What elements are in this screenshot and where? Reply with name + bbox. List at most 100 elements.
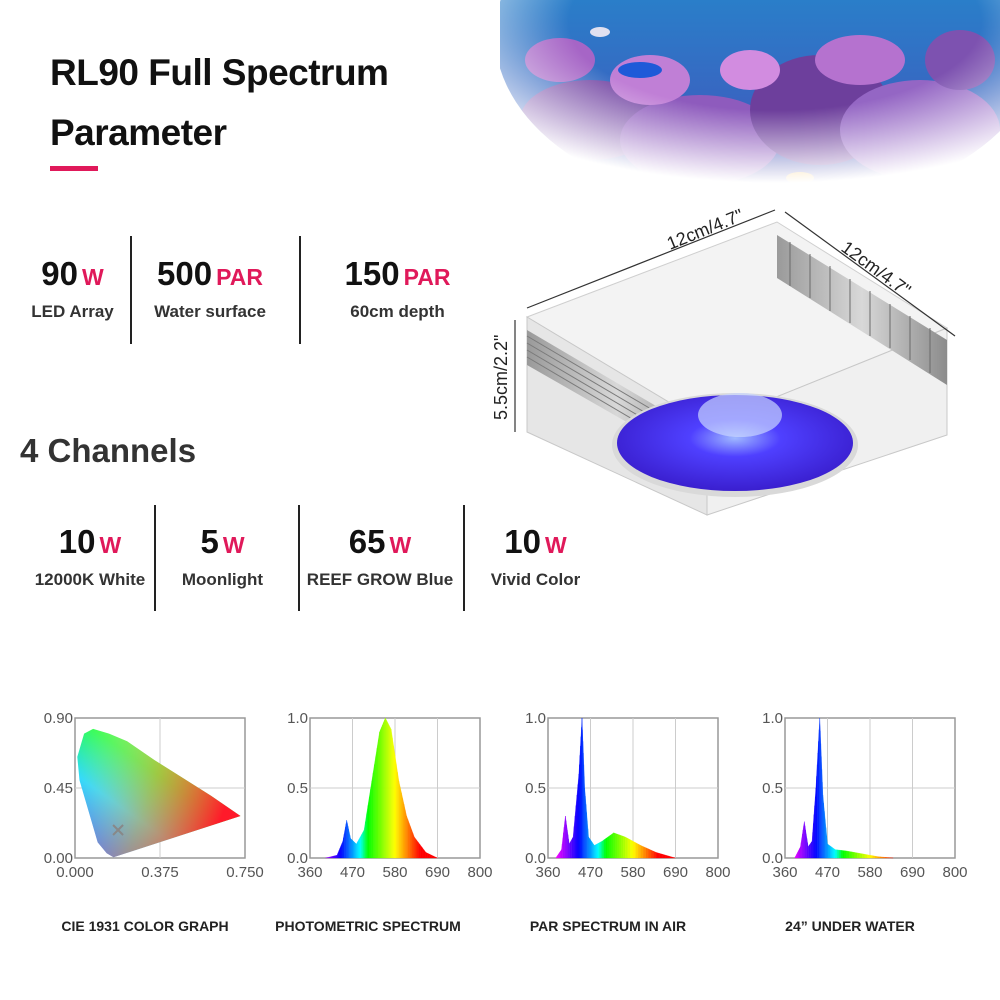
spectrum-band [366,805,369,859]
spectrum-band [369,789,371,859]
spectrum-band [419,844,423,859]
spectrum-band [598,842,600,859]
chart-caption: PAR SPECTRUM IN AIR [529,918,687,934]
spectrum-band [605,836,609,859]
y-tick-label: 0.45 [44,780,73,797]
spectrum-band [851,851,855,859]
spectrum-band [435,856,438,859]
spectrum-band [372,764,375,859]
spectrum-band [643,846,647,859]
y-tick-label: 0.90 [44,710,73,727]
x-tick-label: 0.375 [141,864,179,881]
spectrum-band [601,839,605,859]
channels-heading: 4 Channels [20,432,197,469]
spectrum-band [838,849,842,859]
spectrum-band [403,804,406,859]
x-tick-label: 470 [815,864,840,881]
spectrum-band [401,792,403,859]
divider [463,505,465,611]
channel-label: Moonlight [181,570,264,589]
channel-label: Vivid Color [490,570,581,589]
x-tick-label: 800 [705,864,730,881]
page-subtitle: Parameter [50,112,227,153]
spectrum-band [872,855,876,859]
spectrum-band [659,853,663,859]
divider [298,505,300,611]
channel-label: REEF GROW Blue [306,570,454,589]
spectrum-band [357,839,360,859]
spectrum-band [859,853,863,859]
channel-unit: W [99,532,122,558]
spectrum-band [376,740,379,859]
y-tick-label: 1.0 [287,710,308,727]
spectrum-band [867,854,871,859]
spectrum-band [632,840,636,859]
spectrum-band [409,822,411,859]
x-tick-label: 580 [382,864,407,881]
spectrum-band [603,838,607,859]
spectrum-band [832,847,835,859]
spectrum-band [640,845,644,859]
spectrum-band [393,746,396,859]
spectrum-band [630,839,634,859]
spectrum-band [374,756,376,859]
spectrum-band [625,836,628,859]
channel-label: 12000K White [34,570,146,589]
spectrum-band [600,840,603,859]
spectrum-band [405,810,407,859]
spectrum-band [609,833,612,859]
spectrum-band [835,849,838,859]
spec-label: LED Array [31,302,114,321]
dimension-height: 5.5cm/2.2" [491,335,511,420]
spectrum-band [365,813,367,859]
x-tick-label: 0.750 [226,864,264,881]
spectrum-band [411,829,414,859]
spec-led-array: 90 W LED Array [20,257,125,322]
spectrum-band [653,851,657,859]
spectrum-band [650,849,654,859]
divider [154,505,156,611]
spectrum-band [645,847,649,859]
spectrum-band [827,843,829,859]
lamp-illustration: 12cm/4.7" 12cm/4.7" 5.5cm/2.2" [491,205,956,516]
spectrum-band [854,852,858,859]
y-tick-label: 0.0 [762,850,783,867]
channel-value: 10 [504,523,541,560]
x-tick-label: 470 [340,864,365,881]
spectrum-band [370,780,372,859]
spectrum-band [427,853,430,859]
spectrum-band [877,856,881,859]
spectrum-band [607,835,610,859]
spec-depth: 150 PAR 60cm depth [325,257,470,322]
spectrum-band [828,844,831,859]
spectrum-band [367,797,370,859]
spectrum-band [361,832,363,859]
spectrum-band [833,848,836,859]
spectrum-band [831,846,833,859]
spectrum-band [398,780,401,859]
x-tick-label: 580 [857,864,882,881]
spectrum-band [672,856,676,859]
spectrum-band [410,826,412,859]
spectrum-band [840,850,844,859]
spectrum-band [862,853,865,859]
y-tick-label: 0.5 [525,780,546,797]
spectrum-band [418,841,421,859]
y-tick-label: 1.0 [525,710,546,727]
spectrum-band [648,848,652,859]
spec-unit: W [82,264,104,290]
spectrum-band [425,852,428,859]
spec-value: 90 [41,255,78,292]
x-tick-label: 690 [425,864,450,881]
x-tick-label: 360 [297,864,322,881]
spectrum-band [621,835,624,859]
spectrum-band [882,856,886,859]
page-title: RL90 Full Spectrum [50,52,389,93]
y-tick-label: 1.0 [762,710,783,727]
chart-caption: CIE 1931 COLOR GRAPH [61,918,229,934]
spec-value: 500 [157,255,213,292]
spec-label: Water surface [154,302,266,321]
channel-unit: W [545,532,567,558]
spectrum-band [623,836,626,859]
